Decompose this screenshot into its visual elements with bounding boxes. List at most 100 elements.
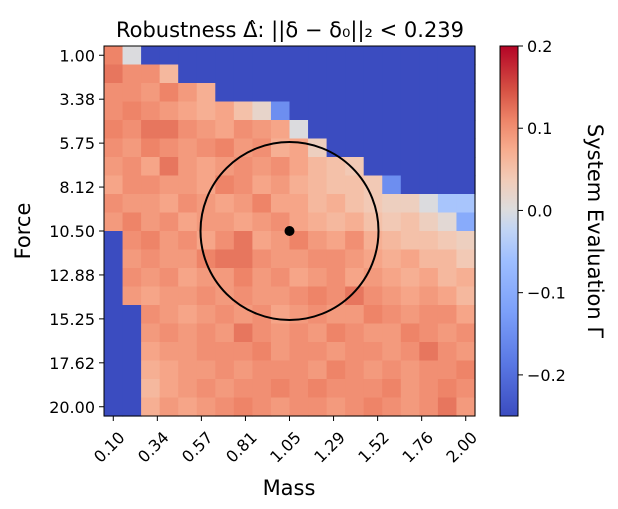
heatmap-cell: [326, 342, 346, 362]
heatmap-cell: [104, 323, 124, 343]
x-tick-label: 1.76: [398, 428, 437, 467]
heatmap-cell: [104, 268, 124, 288]
heatmap-cell: [141, 231, 161, 251]
heatmap-cell: [437, 323, 458, 343]
heatmap-cell: [270, 120, 291, 140]
heatmap-cell: [456, 231, 476, 251]
heatmap-cell: [308, 212, 328, 232]
heatmap-cell: [345, 157, 365, 177]
heatmap-cell: [308, 379, 328, 399]
heatmap-cell: [196, 83, 216, 103]
heatmap-cell: [141, 379, 161, 399]
heatmap-cell: [270, 157, 291, 177]
heatmap-cell: [178, 46, 198, 66]
heatmap-cell: [159, 249, 179, 269]
heatmap-cell: [437, 64, 458, 84]
heatmap-cell: [196, 360, 216, 380]
heatmap-cell: [400, 360, 420, 380]
heatmap-cell: [437, 46, 458, 66]
heatmap-cell: [215, 397, 235, 417]
heatmap-cell: [456, 83, 476, 103]
heatmap-cell: [159, 305, 179, 325]
heatmap-cell: [159, 120, 179, 140]
y-tick-label: 15.25: [49, 310, 95, 329]
heatmap-cell: [270, 46, 291, 66]
heatmap-cell: [196, 138, 216, 158]
heatmap-cell: [159, 323, 179, 343]
heatmap-cell: [289, 212, 309, 232]
heatmap-cell: [141, 249, 161, 269]
heatmap-cell: [308, 101, 328, 121]
heatmap-cell: [122, 101, 142, 121]
heatmap-cell: [270, 305, 291, 325]
heatmap-cell: [215, 360, 235, 380]
heatmap-cell: [456, 120, 476, 140]
heatmap-cell: [345, 342, 365, 362]
heatmap-cell: [437, 138, 458, 158]
heatmap-cell: [252, 323, 272, 343]
heatmap-cell: [382, 342, 402, 362]
heatmap-cell: [437, 212, 458, 232]
heatmap-cell: [456, 101, 476, 121]
heatmap-cell: [419, 268, 439, 288]
heatmap-cell: [363, 231, 383, 251]
heatmap-cell: [400, 101, 420, 121]
y-tick-label: 10.50: [49, 222, 95, 241]
heatmap-cell: [437, 231, 458, 251]
heatmap-cell: [215, 268, 235, 288]
heatmap-cell: [363, 323, 383, 343]
heatmap-cell: [382, 175, 402, 195]
heatmap-cell: [345, 175, 365, 195]
heatmap-cell: [345, 286, 365, 306]
heatmap-cell: [456, 157, 476, 177]
heatmap-cell: [233, 157, 253, 177]
heatmap-cell: [308, 397, 328, 417]
heatmap-cell: [363, 120, 383, 140]
colorbar-tick-label: −0.1: [527, 284, 566, 303]
x-tick-label: 0.81: [222, 428, 261, 467]
chart-title: Robustness Δ̂: ||δ − δ₀||₂ < 0.239: [116, 18, 464, 43]
heatmap-cell: [215, 64, 235, 84]
heatmap-cell: [363, 212, 383, 232]
heatmap-cell: [363, 305, 383, 325]
heatmap-cell: [252, 46, 272, 66]
heatmap-cell: [122, 342, 142, 362]
heatmap-cell: [122, 157, 142, 177]
heatmap-cell: [419, 231, 439, 251]
heatmap-cell: [104, 379, 124, 399]
heatmap-cell: [326, 268, 346, 288]
y-tick-label: 8.12: [59, 178, 95, 197]
heatmap-cell: [400, 286, 420, 306]
heatmap-cell: [419, 397, 439, 417]
heatmap-cell: [252, 342, 272, 362]
heatmap-cell: [419, 101, 439, 121]
heatmap-cell: [382, 212, 402, 232]
heatmap-cell: [215, 83, 235, 103]
heatmap-cell: [326, 120, 346, 140]
heatmap-cell: [400, 268, 420, 288]
heatmap-cell: [308, 231, 328, 251]
heatmap-cell: [456, 249, 476, 269]
x-tick-label: 0.34: [134, 428, 173, 467]
heatmap-cell: [178, 120, 198, 140]
heatmap-cell: [104, 175, 124, 195]
heatmap-cell: [196, 323, 216, 343]
heatmap-cell: [141, 323, 161, 343]
heatmap-cell: [122, 231, 142, 251]
heatmap-cell: [289, 101, 309, 121]
heatmap-cell: [252, 138, 272, 158]
heatmap-cell: [400, 175, 420, 195]
heatmap-cell: [215, 231, 235, 251]
heatmap-cell: [419, 194, 439, 214]
heatmap-cell: [159, 64, 179, 84]
heatmap-cell: [104, 101, 124, 121]
heatmap-cell: [345, 231, 365, 251]
heatmap-cell: [345, 397, 365, 417]
heatmap-cell: [326, 249, 346, 269]
y-axis-ticks: 1.00 3.38 5.75 8.12 10.50 12.88 15.25 17.62 20.0…: [49, 46, 104, 417]
heatmap-cell: [141, 268, 161, 288]
heatmap-cell: [178, 175, 198, 195]
heatmap-cell: [178, 360, 198, 380]
heatmap-cell: [233, 175, 253, 195]
colorbar-label: System Evaluation Γ: [583, 124, 607, 338]
